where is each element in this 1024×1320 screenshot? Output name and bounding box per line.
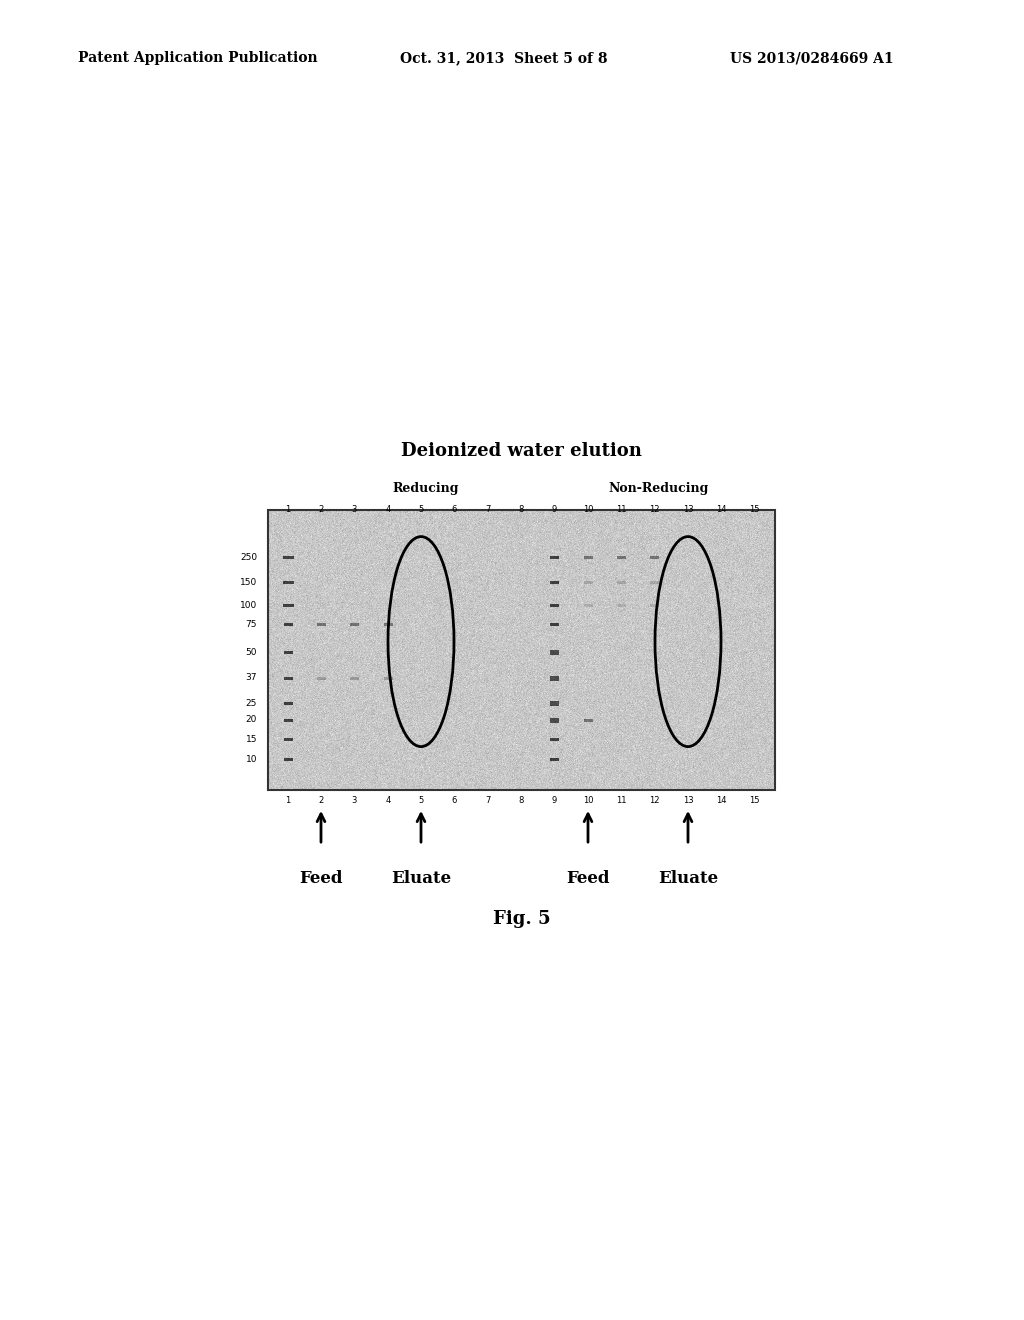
Text: 9: 9 [551,506,557,513]
Text: 2: 2 [318,796,324,805]
Text: Reducing: Reducing [393,482,459,495]
Text: 5: 5 [419,506,424,513]
Text: 8: 8 [518,506,523,513]
Text: Deionized water elution: Deionized water elution [401,442,642,459]
Text: Eluate: Eluate [658,870,718,887]
Text: 13: 13 [683,796,693,805]
Text: Feed: Feed [299,870,343,887]
Text: 75: 75 [246,620,257,630]
Text: Non-Reducing: Non-Reducing [609,482,710,495]
Text: 1: 1 [286,506,291,513]
Text: 150: 150 [240,578,257,587]
Text: 13: 13 [683,506,693,513]
Text: Feed: Feed [566,870,609,887]
Text: 5: 5 [419,796,424,805]
Text: 10: 10 [246,755,257,764]
Text: 6: 6 [452,506,457,513]
Text: 4: 4 [385,506,390,513]
Text: 25: 25 [246,698,257,708]
Text: Fig. 5: Fig. 5 [493,909,550,928]
Text: 9: 9 [551,796,557,805]
Text: 14: 14 [716,796,726,805]
Text: 250: 250 [240,553,257,562]
Text: 15: 15 [749,796,759,805]
Text: 11: 11 [615,796,627,805]
Text: 2: 2 [318,506,324,513]
Text: 6: 6 [452,796,457,805]
Text: 14: 14 [716,506,726,513]
Text: 3: 3 [351,796,356,805]
Text: 15: 15 [749,506,759,513]
Text: 10: 10 [583,506,593,513]
Text: 11: 11 [615,506,627,513]
Text: Patent Application Publication: Patent Application Publication [78,51,317,65]
Text: 20: 20 [246,715,257,725]
Text: 4: 4 [385,796,390,805]
Text: 37: 37 [246,673,257,682]
Text: Eluate: Eluate [391,870,451,887]
Text: 8: 8 [518,796,523,805]
Bar [268,510,775,789]
Text: Oct. 31, 2013  Sheet 5 of 8: Oct. 31, 2013 Sheet 5 of 8 [400,51,607,65]
Text: 15: 15 [246,735,257,744]
Text: 7: 7 [485,796,490,805]
Text: 3: 3 [351,506,356,513]
Text: 100: 100 [240,601,257,610]
Text: 1: 1 [286,796,291,805]
Text: 12: 12 [649,796,659,805]
Text: 12: 12 [649,506,659,513]
Text: 10: 10 [583,796,593,805]
Text: 7: 7 [485,506,490,513]
Text: US 2013/0284669 A1: US 2013/0284669 A1 [730,51,894,65]
Text: 50: 50 [246,648,257,657]
